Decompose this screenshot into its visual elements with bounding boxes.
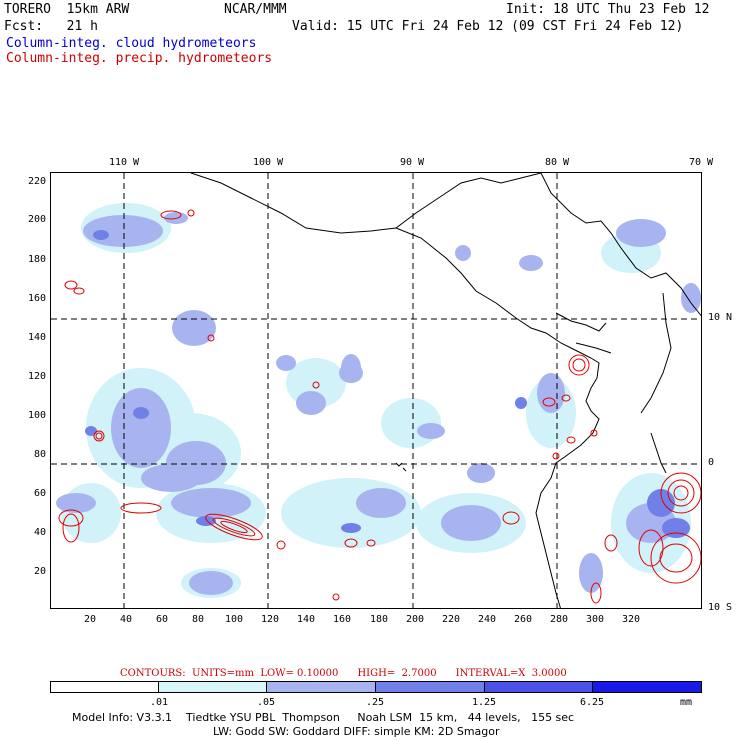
x-tick: 120 [261,614,280,625]
x-tick: 20 [84,614,97,625]
x-tick: 300 [586,614,605,625]
scale-units: mm [680,697,693,708]
model-info-line2: LW: Godd SW: Goddard DIFF: simple KM: 2D… [213,725,500,738]
model-info-line1: Model Info: V3.3.1 Tiedtke YSU PBL Thomp… [72,711,575,724]
coastline-layer [190,173,701,608]
scale-bin [267,682,377,692]
y-tick: 40 [33,527,46,538]
graticule-layer [51,173,701,608]
x-tick: 160 [333,614,352,625]
scale-label: .25 [366,697,385,708]
lon-label-90w: 90 W [399,157,425,168]
y-tick: 180 [27,254,46,265]
scale-bin [158,682,268,692]
lon-label-80w: 80 W [544,157,570,168]
x-tick: 60 [156,614,169,625]
x-tick: 200 [406,614,425,625]
map-plot-area [50,172,702,609]
forecast-hour: Fcst: 21 h [4,19,98,34]
x-tick: 260 [514,614,533,625]
org-label: NCAR/MMM [224,2,287,17]
x-tick: 140 [297,614,316,625]
model-title: TORERO 15km ARW [4,2,130,17]
x-tick: 280 [550,614,569,625]
y-tick: 120 [27,371,46,382]
x-tick: 320 [622,614,641,625]
lat-label-10s: 10 S [708,602,733,613]
y-tick: 200 [27,214,46,225]
y-tick: 220 [27,176,46,187]
scale-bin [593,682,702,692]
x-tick: 240 [478,614,497,625]
valid-time: Valid: 15 UTC Fri 24 Feb 12 (09 CST Fri … [292,19,684,34]
contour-info: CONTOURS: UNITS=mm LOW= 0.10000 HIGH= 2.… [120,668,567,679]
scale-label: .05 [257,697,276,708]
y-tick: 140 [27,332,46,343]
scale-bin [376,682,485,692]
cloud-dark-layer [85,230,690,538]
scale-label: .01 [150,697,169,708]
scale-label: 6.25 [580,697,605,708]
init-time: Init: 18 UTC Thu 23 Feb 12 [506,2,710,17]
lon-label-100w: 100 W [252,157,284,168]
y-tick: 60 [33,488,46,499]
y-tick: 80 [33,449,46,460]
lon-label-70w: 70 W [688,157,714,168]
field-precip-label: Column-integ. precip. hydrometeors [6,51,273,66]
lat-label-10n: 10 N [708,312,733,323]
map-svg [51,173,701,608]
y-tick: 100 [27,410,46,421]
x-tick: 40 [120,614,133,625]
lon-label-110w: 110 W [108,157,140,168]
x-tick: 100 [225,614,244,625]
scale-bin [51,682,159,692]
x-tick: 180 [370,614,389,625]
field-cloud-label: Column-integ. cloud hydrometeors [6,36,257,51]
color-scale [50,681,702,693]
y-tick: 160 [27,293,46,304]
x-tick: 80 [192,614,205,625]
precip-contour-layer [58,209,701,604]
x-tick: 220 [442,614,461,625]
lat-label-0: 0 [708,457,715,468]
scale-bin [484,682,594,692]
scale-label: 1.25 [472,697,497,708]
y-tick: 20 [33,566,46,577]
